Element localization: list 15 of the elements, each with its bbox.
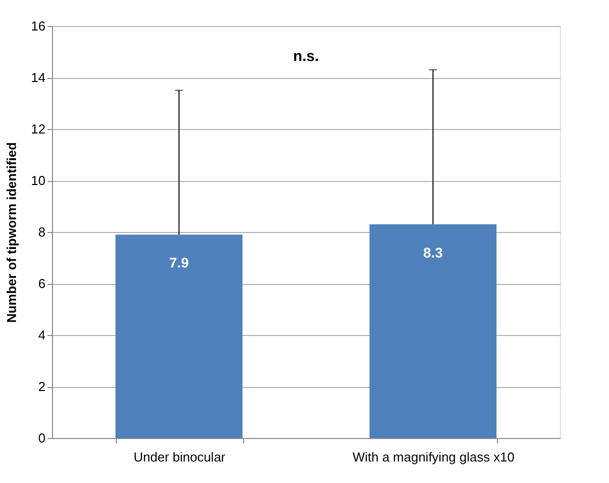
y-tick-label: 2 bbox=[38, 379, 46, 394]
y-tick-label: 6 bbox=[38, 276, 46, 291]
x-tick-label: Under binocular bbox=[134, 450, 226, 464]
x-tick-label: With a magnifying glass x10 bbox=[352, 450, 514, 464]
y-tick-label: 0 bbox=[38, 430, 46, 446]
y-tick-label: 10 bbox=[31, 173, 46, 188]
y-axis-title: Number of tipworm identified bbox=[4, 142, 20, 323]
y-tick-label: 12 bbox=[31, 122, 46, 136]
data-label: 8.3 bbox=[423, 244, 443, 260]
annotation: n.s. bbox=[293, 48, 319, 65]
data-label: 7.9 bbox=[169, 254, 189, 271]
y-tick-label: 16 bbox=[31, 18, 46, 34]
y-tick-label: 4 bbox=[38, 328, 46, 342]
y-tick-label: 8 bbox=[38, 224, 46, 240]
y-tick-label: 14 bbox=[31, 70, 46, 85]
